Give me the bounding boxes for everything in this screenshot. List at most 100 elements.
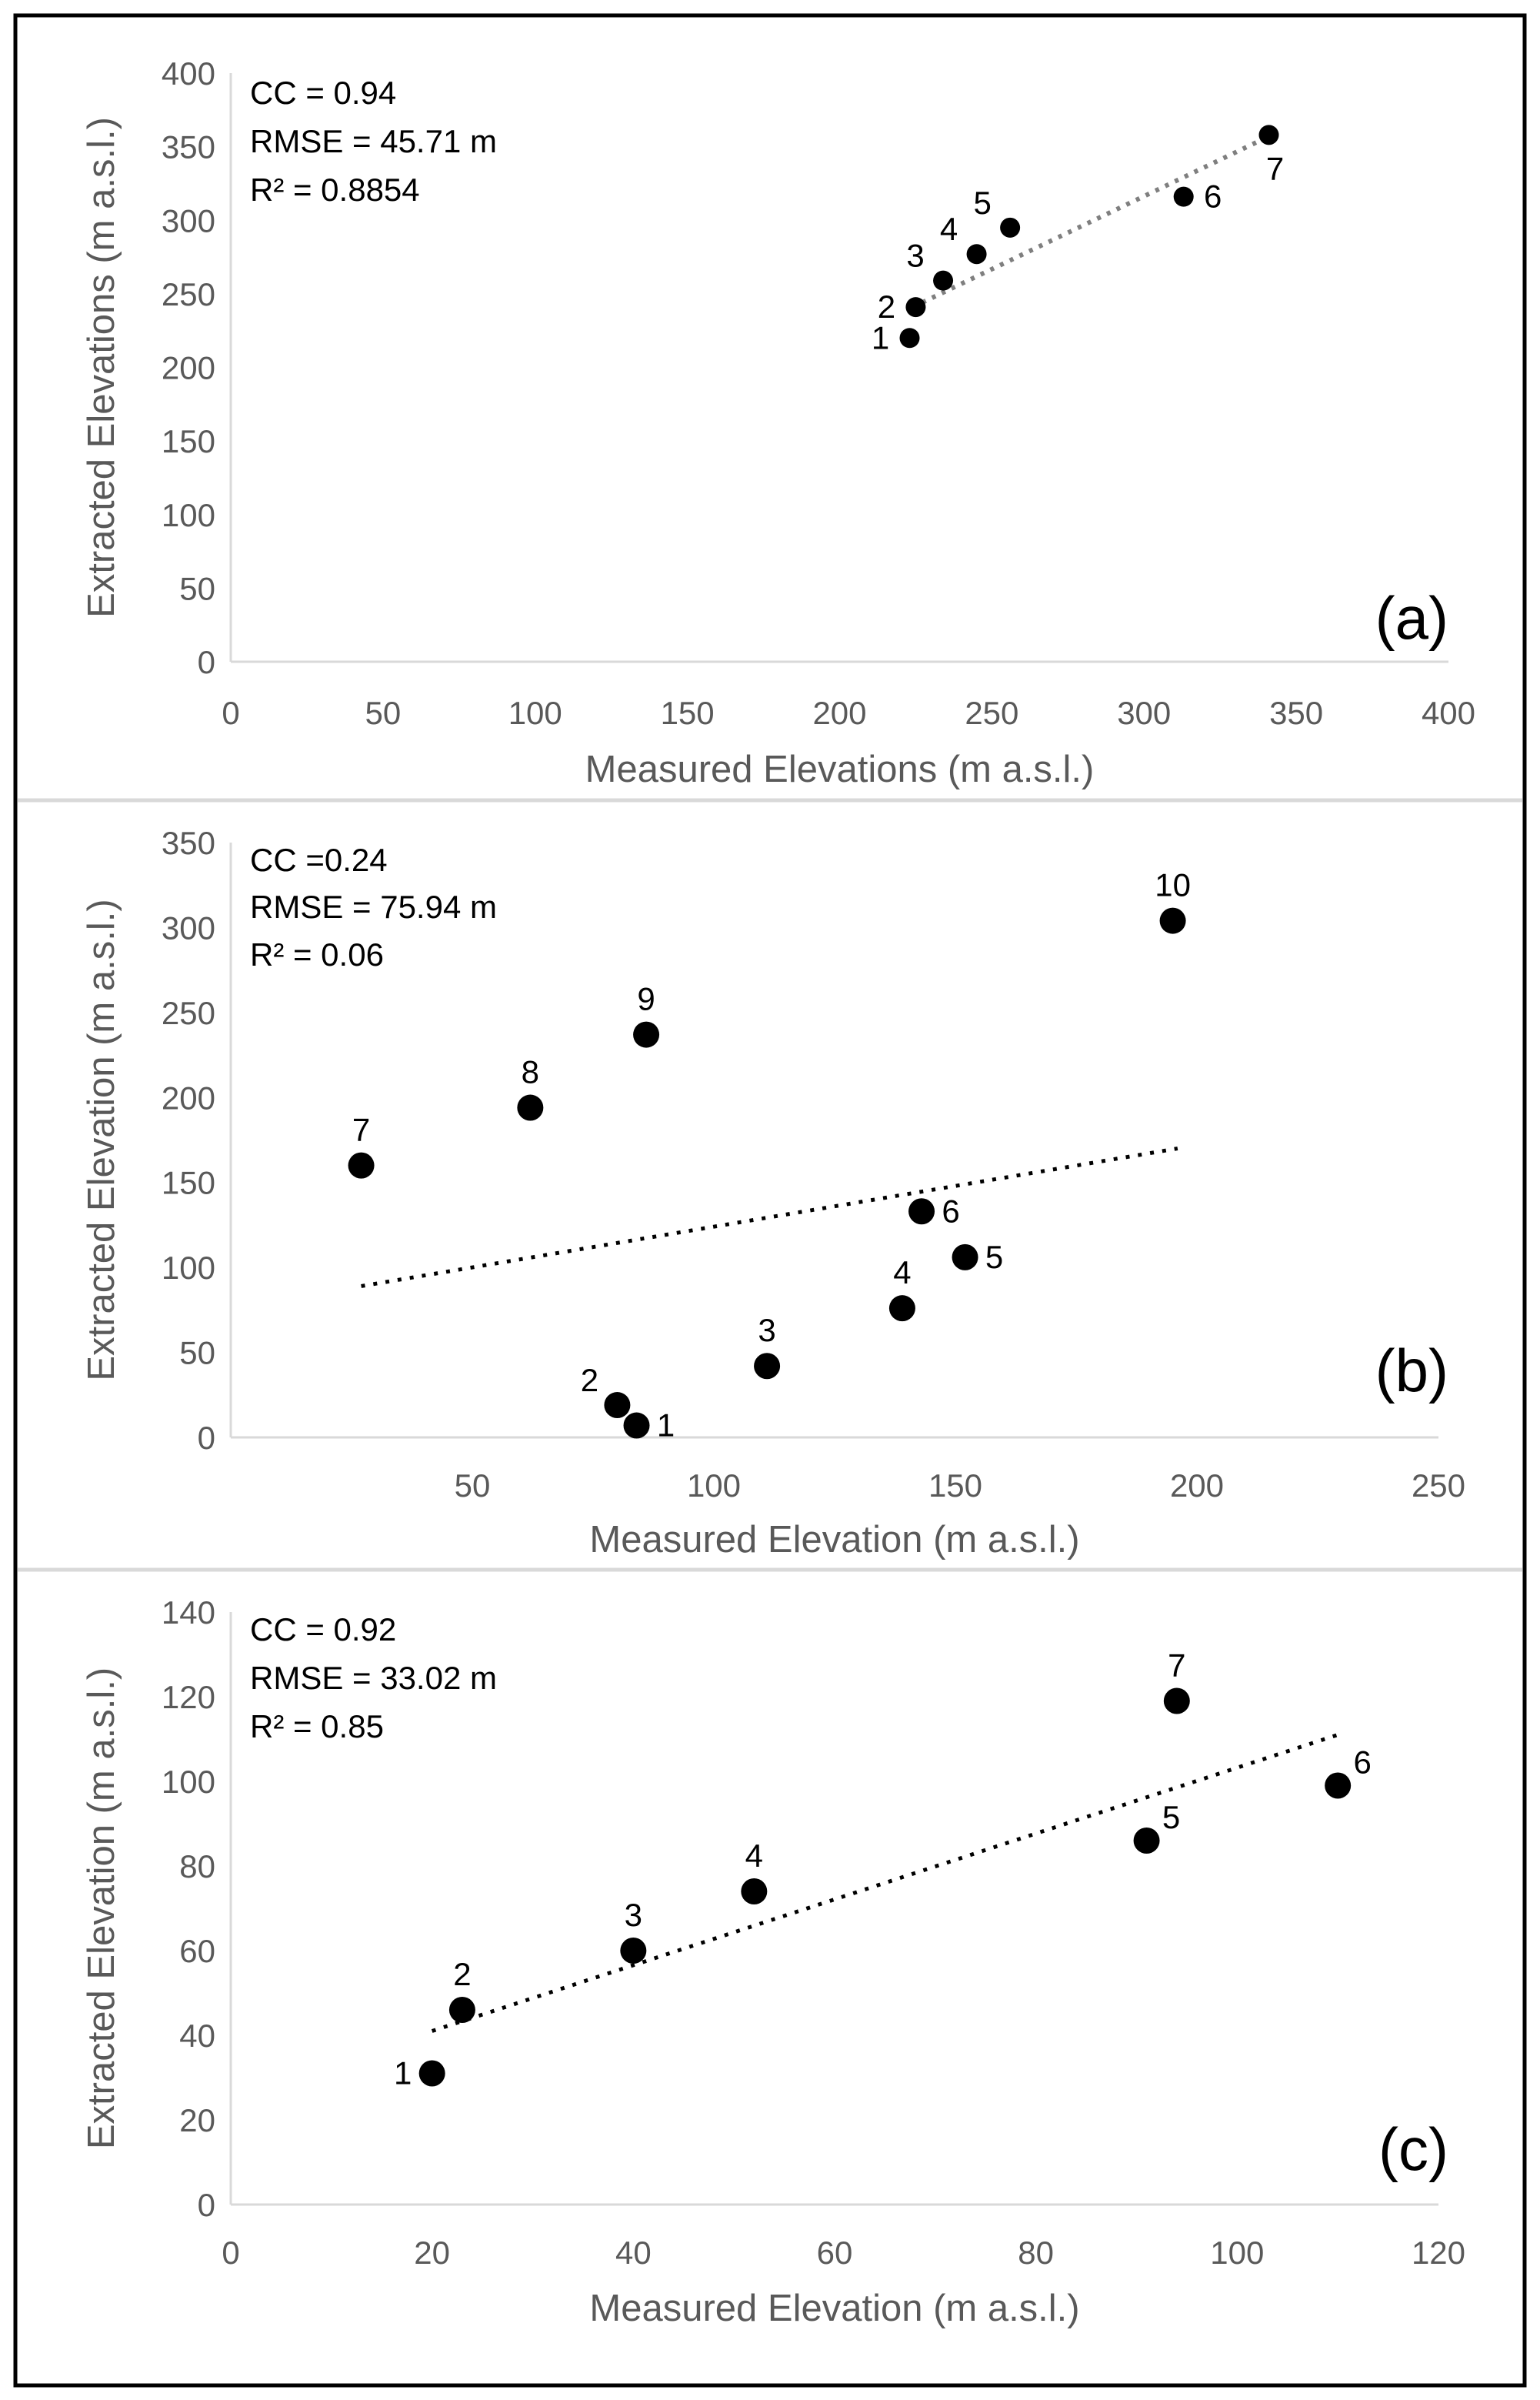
y-tick-label: 200 — [162, 1080, 215, 1116]
point-label: 4 — [940, 211, 958, 247]
x-axis-title: Measured Elevation (m a.s.l.) — [589, 2288, 1079, 2329]
y-tick-label: 350 — [162, 129, 215, 165]
data-point — [888, 1295, 915, 1322]
y-tick-label: 0 — [198, 644, 215, 680]
point-label: 7 — [1266, 150, 1284, 186]
panel-letter: (a) — [1375, 584, 1448, 652]
x-tick-label: 100 — [1210, 2235, 1264, 2271]
point-label: 1 — [394, 2055, 412, 2091]
trendline — [361, 1147, 1178, 1288]
point-label: 5 — [1162, 1799, 1180, 1835]
data-point — [908, 1198, 935, 1225]
x-tick-label: 120 — [1412, 2235, 1465, 2271]
trendline — [912, 135, 1267, 309]
point-label: 3 — [625, 1897, 642, 1933]
x-tick-label: 100 — [508, 695, 562, 731]
stats-line: RMSE = 45.71 m — [250, 123, 497, 159]
panel-letter: (b) — [1375, 1337, 1448, 1404]
data-point — [899, 328, 920, 349]
panel-a: 0 50 100 150 200 250 300 350 400 0 50 100 150 200 250 3… — [81, 55, 1475, 790]
point-label: 1 — [657, 1407, 675, 1444]
y-tick-label: 20 — [179, 2102, 215, 2138]
panel-b: 0 50 100 150 200 250 300 350 50 100 150 200 250 Measu… — [81, 825, 1465, 1561]
x-tick-label: 60 — [817, 2235, 853, 2271]
y-tick-label: 300 — [162, 202, 215, 239]
panel-letter: (c) — [1378, 2115, 1448, 2183]
x-tick-label: 250 — [965, 695, 1018, 731]
x-tick-label: 50 — [455, 1467, 491, 1504]
data-point — [933, 270, 954, 291]
data-point — [1159, 907, 1186, 934]
x-tick-label: 100 — [687, 1467, 741, 1504]
y-tick-label: 80 — [179, 1848, 215, 1884]
point-label: 2 — [878, 289, 895, 325]
x-tick-label: 80 — [1018, 2235, 1054, 2271]
y-tick-label: 50 — [179, 570, 215, 606]
x-axis-title: Measured Elevations (m a.s.l.) — [585, 749, 1095, 790]
x-axis-title: Measured Elevation (m a.s.l.) — [589, 1519, 1079, 1561]
y-tick-label: 350 — [162, 825, 215, 861]
data-point — [1000, 217, 1021, 238]
data-point — [620, 1938, 647, 1964]
x-tick-label: 40 — [615, 2235, 652, 2271]
y-tick-label: 400 — [162, 55, 215, 92]
point-label: 5 — [985, 1239, 1003, 1275]
point-label: 8 — [522, 1054, 539, 1090]
data-point — [952, 1243, 978, 1270]
x-tick-label: 20 — [414, 2235, 450, 2271]
stats-line: CC = 0.94 — [250, 75, 396, 111]
point-label: 10 — [1155, 867, 1191, 903]
y-tick-label: 250 — [162, 276, 215, 312]
data-point — [604, 1392, 631, 1419]
point-label: 1 — [872, 319, 889, 355]
point-label: 6 — [1204, 179, 1222, 215]
data-point — [1173, 186, 1194, 207]
point-label: 9 — [637, 981, 655, 1017]
data-point — [517, 1094, 544, 1121]
x-tick-label: 0 — [222, 2235, 239, 2271]
stats-line: CC =0.24 — [250, 842, 388, 878]
point-label: 3 — [758, 1312, 775, 1348]
y-tick-label: 100 — [162, 1250, 215, 1286]
data-point — [1258, 125, 1279, 145]
y-tick-label: 150 — [162, 1165, 215, 1201]
stats-line: CC = 0.92 — [250, 1611, 396, 1647]
point-label: 7 — [352, 1112, 370, 1148]
x-tick-label: 200 — [812, 695, 866, 731]
x-tick-label: 150 — [661, 695, 715, 731]
data-point — [348, 1152, 375, 1179]
y-axis-title: Extracted Elevation (m a.s.l.) — [81, 1667, 122, 2149]
y-tick-label: 150 — [162, 423, 215, 459]
y-tick-label: 0 — [198, 1420, 215, 1456]
y-axis-title: Extracted Elevations (m a.s.l.) — [81, 117, 122, 618]
point-label: 2 — [453, 1956, 471, 1992]
data-point — [905, 297, 926, 318]
data-point — [741, 1878, 768, 1904]
point-label: 6 — [1353, 1744, 1371, 1781]
data-point — [966, 244, 987, 265]
y-tick-label: 100 — [162, 497, 215, 533]
point-label: 3 — [906, 238, 924, 274]
point-label: 4 — [745, 1838, 763, 1874]
y-tick-label: 250 — [162, 995, 215, 1031]
y-tick-label: 0 — [198, 2187, 215, 2223]
y-tick-label: 40 — [179, 2018, 215, 2054]
point-label: 7 — [1168, 1647, 1185, 1684]
y-tick-label: 200 — [162, 350, 215, 386]
x-tick-label: 0 — [222, 695, 239, 731]
stats-line: R² = 0.8854 — [250, 172, 420, 208]
y-axis-title: Extracted Elevation (m a.s.l.) — [81, 899, 122, 1380]
data-point — [1325, 1772, 1352, 1799]
stats-line: RMSE = 33.02 m — [250, 1660, 497, 1696]
x-tick-label: 350 — [1269, 695, 1323, 731]
point-label: 2 — [581, 1362, 598, 1398]
y-tick-label: 50 — [179, 1335, 215, 1371]
y-tick-label: 300 — [162, 910, 215, 946]
x-tick-label: 300 — [1117, 695, 1171, 731]
y-tick-label: 60 — [179, 1933, 215, 1969]
data-point — [448, 1997, 475, 2023]
data-point — [633, 1021, 660, 1048]
data-point — [623, 1412, 650, 1439]
y-tick-label: 100 — [162, 1764, 215, 1800]
